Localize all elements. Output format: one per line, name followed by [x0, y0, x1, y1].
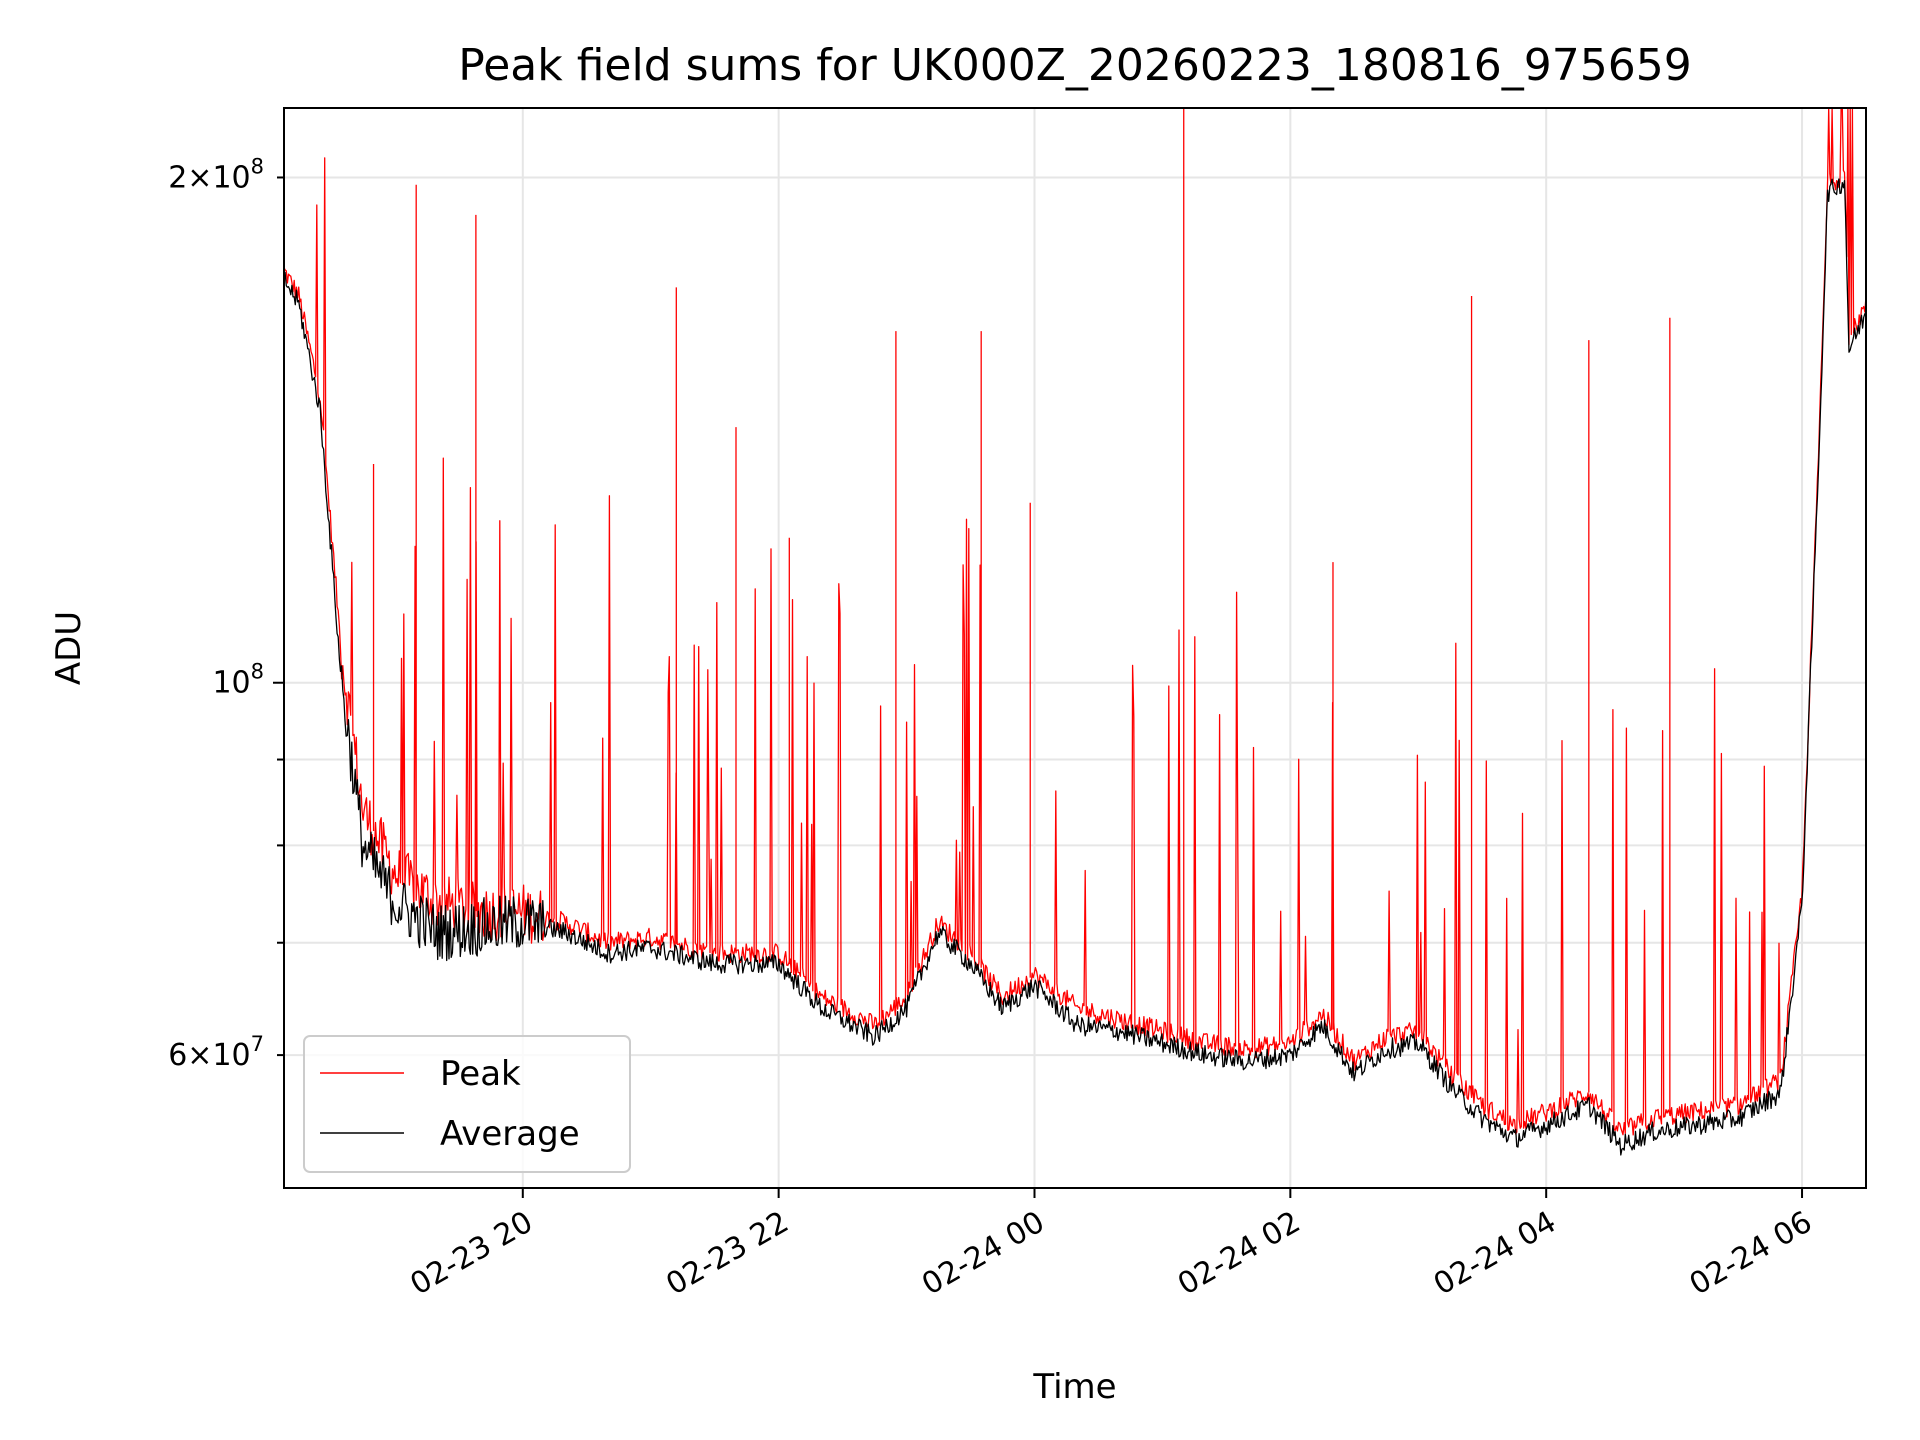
y-tick-exponent: 7: [251, 1032, 264, 1056]
x-tick-label: 02-24 00: [916, 1205, 1050, 1303]
times-sign: ×: [187, 1038, 212, 1073]
y-tick-base: 10: [212, 1038, 250, 1073]
plot-area: [283, 107, 1867, 1156]
y-tick-label: 108: [212, 660, 264, 701]
y-axis-label: ADU: [49, 611, 89, 685]
plot-frame: [283, 107, 1867, 1189]
x-tick-label: 02-23 20: [404, 1205, 538, 1303]
y-tick-label: 2×108: [168, 154, 264, 195]
legend-box: [303, 1035, 631, 1173]
series-line-average: [283, 178, 1867, 1156]
times-sign: ×: [187, 160, 212, 195]
y-tick-exponent: 8: [251, 154, 264, 178]
x-tick-label: 02-23 22: [660, 1205, 794, 1303]
legend: Peak Average: [303, 1035, 631, 1173]
y-tick-mantissa: 2: [168, 160, 187, 195]
legend-label-peak: Peak: [440, 1054, 521, 1094]
y-tick-base: 10: [212, 160, 250, 195]
y-tick-label: 6×107: [168, 1032, 264, 1073]
y-tick-mantissa: 6: [168, 1038, 187, 1073]
y-tick-exponent: 8: [251, 660, 264, 684]
series-line-peak: [283, 107, 1867, 1136]
x-tick-label: 02-24 04: [1428, 1205, 1562, 1303]
x-tick-label: 02-24 06: [1684, 1205, 1818, 1303]
legend-label-average: Average: [440, 1114, 580, 1154]
y-tick-base: 10: [212, 666, 250, 701]
x-tick-label: 02-24 02: [1172, 1205, 1306, 1303]
grid: [284, 108, 1866, 1188]
x-axis-label: Time: [1032, 1367, 1116, 1407]
chart-title: Peak field sums for UK000Z_20260223_1808…: [458, 40, 1692, 91]
x-axis: 02-23 20 02-23 22 02-24 00 02-24 02 02-24 04…: [404, 1188, 1818, 1302]
